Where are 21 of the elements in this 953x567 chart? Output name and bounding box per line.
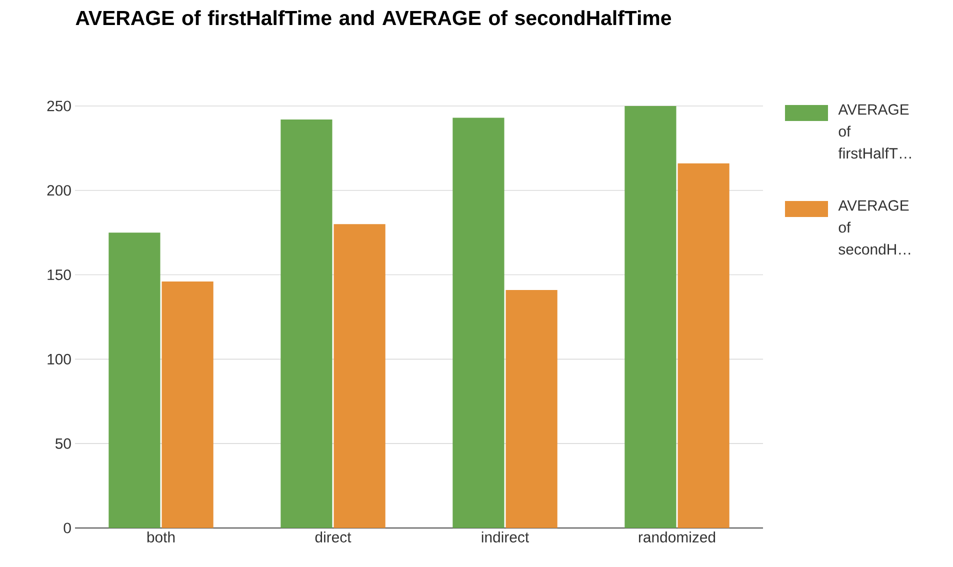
- x-tick-label: both: [147, 532, 175, 542]
- bar: [280, 119, 332, 528]
- x-tick-label: randomized: [638, 532, 716, 542]
- y-tick-label: 50: [55, 438, 71, 449]
- bar: [506, 290, 558, 528]
- legend-label: AVERAGE of firstHalfT…: [838, 104, 911, 159]
- y-tick-label: 100: [48, 354, 71, 364]
- bar: [334, 224, 386, 528]
- x-tick-label: direct: [315, 532, 352, 542]
- x-tick-label: indirect: [482, 532, 529, 542]
- legend-label: AVERAGE of secondH…: [838, 200, 910, 255]
- bar: [678, 163, 730, 528]
- chart-title: AVERAGE of firstHalfTime and AVERAGE of secondHalfTime: [76, 10, 672, 26]
- bar: [624, 106, 676, 528]
- y-tick-label: 150: [48, 269, 71, 280]
- y-tick-label: 0: [64, 522, 71, 534]
- bar: [108, 232, 160, 528]
- y-tick-label: 250: [47, 100, 71, 112]
- bar: [452, 118, 504, 528]
- y-tick-label: 200: [47, 185, 71, 196]
- bar: [162, 282, 214, 528]
